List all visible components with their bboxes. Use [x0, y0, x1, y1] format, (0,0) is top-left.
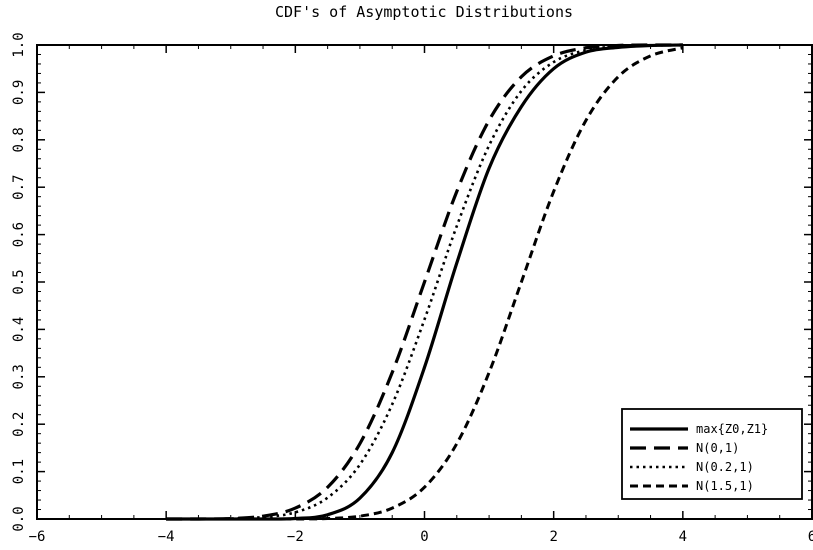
legend-box: [621, 408, 803, 500]
plot-area: −6 −4 −2 0 2 4 6 0.0 0.1 0.2 0.3 0.4 0.5 0.6 0.7 0.8 0.9…: [11, 32, 813, 545]
x-tick-label: −4: [158, 529, 175, 545]
legend-label-2: N(0.2,1): [696, 460, 754, 474]
series-line-2: [166, 43, 683, 521]
x-tick-label: 2: [549, 529, 557, 545]
y-tick-label: 0.2: [11, 412, 27, 437]
x-tick-label: 6: [808, 529, 813, 545]
y-tick-label: 1.0: [11, 32, 27, 57]
y-tick-label: 0.7: [11, 175, 27, 200]
y-tick-label: 0.9: [11, 80, 27, 105]
y-tick-label: 0.8: [11, 127, 27, 152]
series-line-1: [166, 43, 683, 521]
x-tick-label: −6: [29, 529, 46, 545]
legend-label-3: N(1.5,1): [696, 479, 754, 493]
y-tick-label: 0.6: [11, 222, 27, 247]
x-tick-label: −2: [287, 529, 304, 545]
x-tick-label: 4: [679, 529, 687, 545]
x-tick-label: 0: [420, 529, 428, 545]
legend-label-0: max{Z0,Z1}: [696, 422, 768, 436]
y-tick-label: 0.3: [11, 364, 27, 389]
y-tick-label: 0.5: [11, 269, 27, 294]
legend-label-1: N(0,1): [696, 441, 739, 455]
y-tick-label: 0.4: [11, 317, 27, 342]
legend: max{Z0,Z1} N(0,1) N(0.2,1) N(1.5,1): [621, 408, 803, 500]
y-tick-label: 0.0: [11, 506, 27, 531]
chart-title: CDF's of Asymptotic Distributions: [275, 3, 573, 21]
y-tick-label: 0.1: [11, 459, 27, 484]
series-line-3: [166, 46, 684, 521]
